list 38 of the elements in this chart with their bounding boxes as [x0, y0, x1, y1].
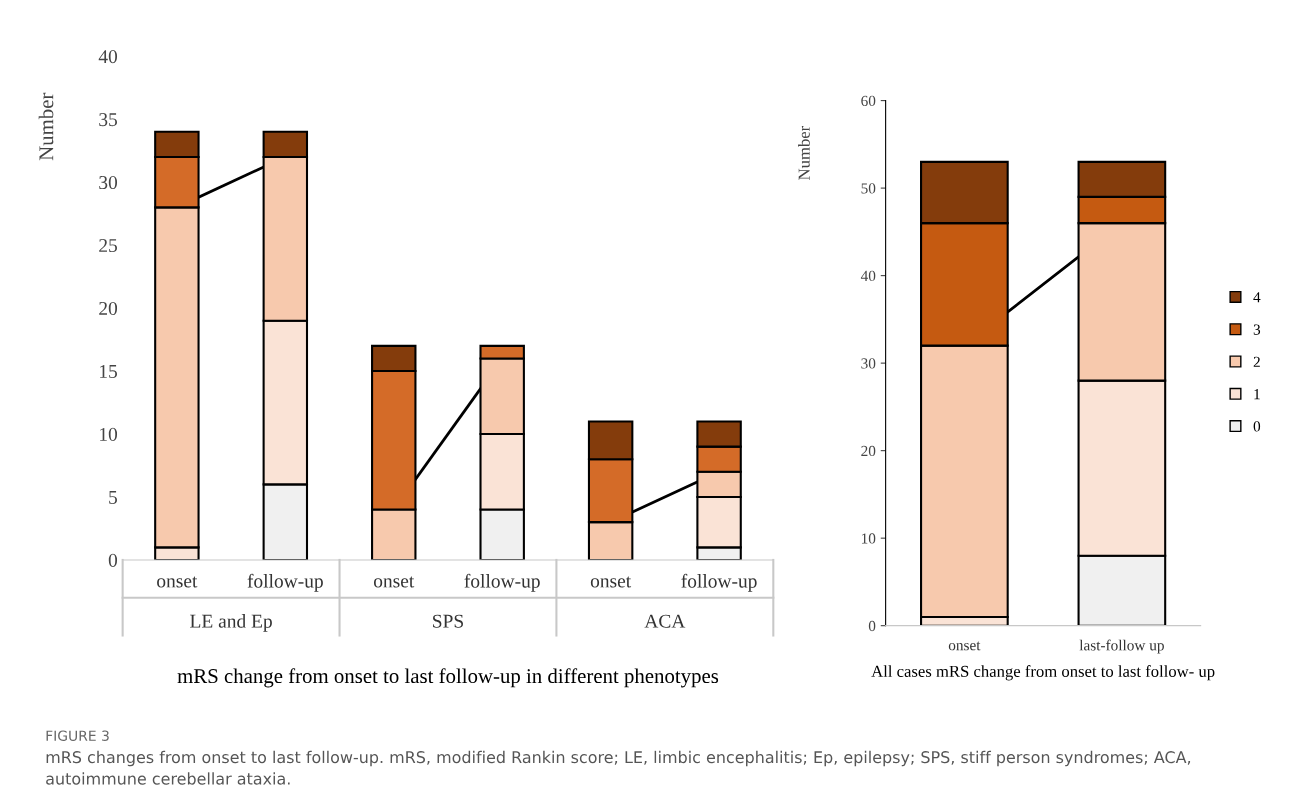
text: mRS changes from onset to last follow-up. mRS, modified Rankin score; LE, limbic encephalitis; Ep, epilepsy; SPS, stiff person syndromes; ACA, autoimmune cerebellar ataxia.: [46, 750, 1191, 785]
y-tick-label: 35: [99, 113, 118, 127]
y-axis-title: Number: [798, 125, 810, 180]
y-tick-label: 30: [861, 358, 876, 369]
legend-label: 4: [1253, 292, 1261, 303]
x-tick-label: follow-up: [464, 573, 540, 592]
x-tick-label: onset: [590, 576, 632, 588]
x-tick-label: follow-up: [681, 573, 757, 592]
text: ACA: [644, 614, 686, 628]
y-tick-label: 15: [100, 364, 118, 378]
legend-label: 0: [1253, 421, 1261, 432]
text: LE and Ep: [190, 614, 272, 632]
x-axis-title: mRS change from onset to last follow-up in different phenotypes: [177, 668, 719, 688]
caption: FIGURE 3: [46, 730, 109, 741]
y-tick-label: 30: [99, 175, 118, 190]
y-tick-label: 20: [861, 445, 876, 457]
y-tick-label: 40: [860, 270, 876, 282]
y-tick-label: 60: [861, 95, 876, 107]
x-tick-label: onset: [157, 576, 198, 588]
legend-label: 3: [1253, 324, 1261, 335]
y-axis-title: Number: [38, 92, 54, 161]
y-tick-label: 40: [98, 50, 118, 64]
y-tick-label: 10: [100, 427, 118, 441]
y-tick-label: 5: [109, 490, 118, 504]
x-tick-label: follow-up: [247, 573, 323, 592]
x-tick-label: last-follow up: [1079, 639, 1164, 654]
y-tick-label: 50: [861, 183, 876, 194]
y-tick-label: 10: [861, 533, 876, 544]
x-tick-label: onset: [373, 576, 415, 588]
y-tick-label: 25: [99, 238, 118, 253]
y-tick-label: 0: [868, 620, 876, 632]
text: SPS: [433, 614, 463, 628]
y-tick-label: 20: [99, 301, 118, 316]
y-tick-label: 0: [108, 553, 118, 567]
legend-label: 2: [1253, 356, 1260, 367]
x-axis-title: All cases mRS change from onset to last follow- up: [871, 665, 1215, 681]
x-tick-label: onset: [948, 641, 981, 651]
legend-label: 1: [1254, 389, 1260, 400]
